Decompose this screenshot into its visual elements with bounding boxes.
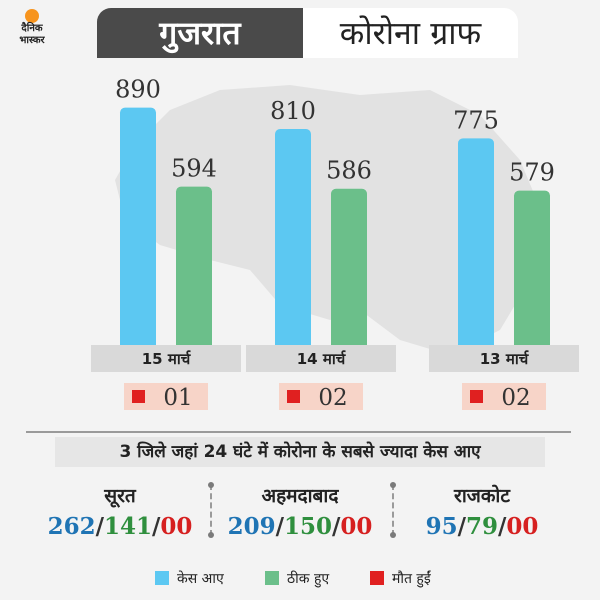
district-deaths: 00 xyxy=(340,513,373,540)
date-box xyxy=(246,345,396,372)
label-recovered: 594 xyxy=(171,155,217,183)
district-deaths: 00 xyxy=(160,513,193,540)
label-recovered: 586 xyxy=(326,157,372,185)
header: दैनिक भास्कर गुजरात कोरोना ग्राफ xyxy=(0,0,600,62)
legend-deaths: मौत हुईं xyxy=(370,569,431,589)
district-cases: 95 xyxy=(425,513,458,540)
legend-label-recovered: ठीक हुए xyxy=(287,571,330,587)
bar-cases xyxy=(275,129,311,353)
legend-swatch-recovered xyxy=(265,571,279,585)
logo-text: दैनिक भास्कर xyxy=(19,23,45,46)
districts-title: 3 जिले जहां 24 घंटे में कोरोना के सबसे ज… xyxy=(55,437,545,467)
separator: / xyxy=(457,513,466,540)
date-box xyxy=(429,345,579,372)
title-graph: कोरोना ग्राफ xyxy=(303,8,518,58)
legend-cases: केस आए xyxy=(155,569,224,589)
separator: / xyxy=(498,513,507,540)
district-name: अहमदाबाद xyxy=(261,485,339,507)
district-numbers: 209/150/00 xyxy=(210,510,390,544)
title-state: गुजरात xyxy=(97,8,303,58)
district-cases: 262 xyxy=(47,513,96,540)
bar-recovered xyxy=(514,190,550,353)
category-label: 15 मार्च xyxy=(142,350,192,368)
district-numbers: 95/79/00 xyxy=(392,510,572,544)
district-separator xyxy=(208,482,214,538)
district-ahmedabad: अहमदाबाद 209/150/00 xyxy=(210,482,390,544)
district-cases: 209 xyxy=(227,513,276,540)
district-surat: सूरत 262/141/00 xyxy=(30,482,210,544)
dainik-bhaskar-logo: दैनिक भास्कर xyxy=(5,5,55,55)
death-marker xyxy=(287,390,300,403)
bar-cases xyxy=(120,107,156,354)
legend-label-cases: केस आए xyxy=(177,571,224,587)
legend-recovered: ठीक हुए xyxy=(265,569,329,589)
label-cases: 890 xyxy=(115,76,161,104)
legend-swatch-deaths xyxy=(370,571,384,585)
category-label: 13 मार्च xyxy=(480,350,530,368)
legend: केस आए ठीक हुए मौत हुईं xyxy=(0,565,600,591)
district-name: सूरत xyxy=(104,485,136,507)
label-deaths: 02 xyxy=(501,385,530,411)
district-recovered: 79 xyxy=(465,513,498,540)
death-marker xyxy=(470,390,483,403)
category-label: 14 मार्च xyxy=(297,350,347,368)
separator: / xyxy=(332,513,341,540)
label-cases: 810 xyxy=(270,97,316,125)
label-cases: 775 xyxy=(453,106,499,134)
death-marker xyxy=(132,390,145,403)
district-numbers: 262/141/00 xyxy=(30,510,210,544)
separator: / xyxy=(95,513,104,540)
separator: / xyxy=(275,513,284,540)
label-recovered: 579 xyxy=(509,159,555,187)
district-rajkot: राजकोट 95/79/00 xyxy=(392,482,572,544)
section-divider xyxy=(26,431,571,433)
district-recovered: 150 xyxy=(283,513,332,540)
gujarat-map-silhouette xyxy=(115,85,545,355)
legend-label-deaths: मौत हुईं xyxy=(392,571,431,587)
label-deaths: 02 xyxy=(318,385,347,411)
district-name: राजकोट xyxy=(454,485,510,507)
sun-icon xyxy=(25,9,39,23)
bar-recovered xyxy=(176,186,212,353)
district-recovered: 141 xyxy=(103,513,152,540)
district-deaths: 00 xyxy=(506,513,539,540)
date-box xyxy=(91,345,241,372)
corona-bar-chart: 890 594 15 मार्च 01 810 586 14 मार्च 02 775 579 13… xyxy=(91,76,579,411)
district-separator xyxy=(390,482,396,538)
legend-swatch-cases xyxy=(155,571,169,585)
label-deaths: 01 xyxy=(163,385,192,411)
bar-cases xyxy=(458,138,494,353)
bar-recovered xyxy=(331,188,367,353)
separator: / xyxy=(152,513,161,540)
